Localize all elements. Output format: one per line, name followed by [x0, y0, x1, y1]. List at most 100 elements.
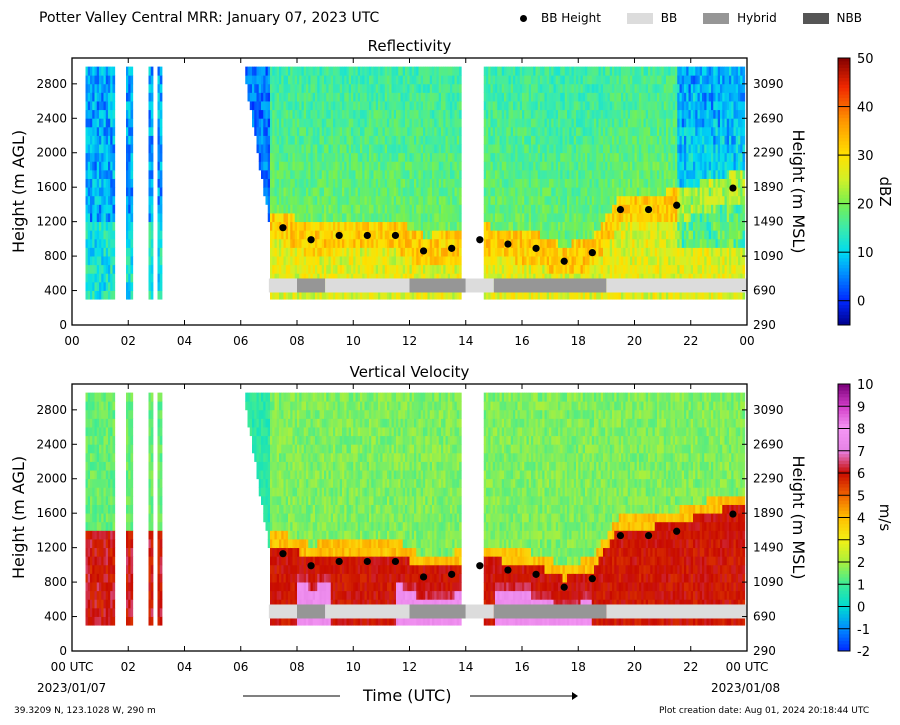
- colorbar-segment: [838, 61, 850, 66]
- colorbar-segment: [838, 577, 850, 582]
- colorbar-segment: [838, 198, 850, 203]
- y2-tick-label: 690: [753, 610, 776, 624]
- colorbar-segment: [838, 178, 850, 182]
- bb-height-point: [419, 573, 428, 581]
- colorbar-segment: [838, 494, 850, 498]
- colorbar-segment: [838, 420, 850, 425]
- colorbar-segment: [838, 574, 850, 579]
- bb-height-point: [307, 562, 315, 570]
- colorbar-segment: [838, 487, 850, 492]
- colorbar-segment: [838, 617, 850, 622]
- heatmap-field: [85, 392, 746, 626]
- colorbar-segment: [838, 258, 850, 263]
- x-tick-label: 06: [233, 334, 248, 348]
- hybrid-swatch-icon: [703, 13, 730, 24]
- y2-tick-label: 3090: [753, 403, 784, 417]
- bb-height-point: [448, 570, 456, 578]
- colorbar-segment: [838, 111, 850, 116]
- colorbar-segment: [838, 614, 850, 619]
- y2-tick-label: 2290: [753, 472, 784, 486]
- colorbar-tick-label: 1: [857, 578, 865, 593]
- colorbar-segment: [838, 464, 850, 468]
- colorbar-segment: [838, 71, 850, 76]
- colorbar-segment: [838, 434, 850, 438]
- colorbar-segment: [838, 397, 850, 402]
- colorbar-segment: [838, 454, 850, 458]
- x-axis-label: Time (UTC): [363, 686, 452, 705]
- legend-label: Hybrid: [737, 11, 777, 25]
- colorbar-segment: [838, 540, 850, 545]
- y-tick-label: 2400: [36, 437, 67, 451]
- bb-height-point: [644, 531, 653, 540]
- colorbar-segment: [838, 101, 850, 106]
- x-tick-label: 18: [571, 334, 586, 348]
- time-axis-arrow-icon: [572, 692, 578, 700]
- y-tick-label: 1600: [36, 506, 67, 520]
- x-tick-label: 12: [402, 660, 417, 674]
- colorbar-tick-label: -1: [857, 623, 870, 638]
- bb-height-point: [363, 231, 371, 240]
- colorbar-segment: [838, 148, 850, 152]
- bb-class-segment-hybrid: [493, 278, 607, 293]
- y-tick-label: 2400: [36, 111, 67, 125]
- colorbar-segment: [838, 624, 850, 629]
- footer-location: 39.3209 N, 123.1028 W, 290 m: [14, 706, 156, 716]
- colorbar-tick-label: 9: [857, 400, 865, 415]
- colorbar-segment: [838, 191, 850, 196]
- bb-height-point: [363, 557, 371, 566]
- colorbar-segment: [838, 620, 850, 625]
- bb-height-point: [644, 205, 653, 214]
- colorbar-segment: [838, 400, 850, 405]
- colorbar-segment: [838, 637, 850, 642]
- colorbar-segment: [838, 261, 850, 266]
- y-tick-label: 800: [44, 249, 67, 263]
- y-tick-label: 0: [59, 644, 67, 658]
- bb-class-segment-bb: [606, 604, 747, 619]
- x-tick-label: 16: [514, 334, 529, 348]
- colorbar-segment: [838, 78, 850, 82]
- colorbar-segment: [838, 308, 850, 313]
- colorbar-segment: [838, 530, 850, 535]
- colorbar-segment: [838, 594, 850, 599]
- colorbar-segment: [838, 254, 850, 259]
- colorbar-segment: [838, 554, 850, 559]
- panel-vertical-velocity: [71, 383, 851, 652]
- colorbar-segment: [838, 314, 850, 319]
- colorbar-segment: [838, 211, 850, 216]
- bb-height-point: [335, 231, 343, 240]
- colorbar-segment: [838, 121, 850, 126]
- colorbar-segment: [838, 564, 850, 569]
- colorbar-tick-label: 2: [857, 556, 865, 571]
- colorbar-segment: [838, 484, 850, 488]
- colorbar-segment: [838, 98, 850, 102]
- y2-tick-label: 290: [753, 644, 776, 658]
- colorbar-segment: [838, 194, 850, 199]
- colorbar-segment: [838, 221, 850, 226]
- nbb-swatch-icon: [802, 13, 829, 24]
- footer-creation-date: Plot creation date: Aug 01, 2024 20:18:4…: [659, 706, 870, 716]
- colorbar-tick-label: 8: [857, 423, 865, 438]
- colorbar-segment: [838, 514, 850, 518]
- bb-class-segment-bb: [465, 278, 494, 293]
- colorbar-segment: [838, 241, 850, 246]
- y-tick-label: 1200: [36, 541, 67, 555]
- y-tick-label: 2000: [36, 146, 67, 160]
- colorbar-tick-label: 20: [857, 198, 874, 213]
- y2-tick-label: 1090: [753, 575, 784, 589]
- colorbar-segment: [838, 151, 850, 156]
- x-tick-label: 00: [739, 334, 754, 348]
- colorbar-segment: [838, 534, 850, 539]
- bb-class-segment-bb: [268, 604, 297, 619]
- colorbar-segment: [838, 74, 850, 79]
- colorbar-segment: [838, 224, 850, 229]
- colorbar-segment: [838, 440, 850, 445]
- colorbar-segment: [838, 124, 850, 129]
- colorbar-segment: [838, 427, 850, 432]
- x-tick-label: 00: [64, 334, 79, 348]
- colorbar-segment: [838, 607, 850, 612]
- bb-height-point: [532, 244, 540, 252]
- colorbar-segment: [838, 600, 850, 605]
- x-tick-label: 08: [289, 660, 304, 674]
- colorbar-tick-label: 7: [857, 445, 865, 460]
- bb-class-segment-hybrid: [297, 604, 326, 619]
